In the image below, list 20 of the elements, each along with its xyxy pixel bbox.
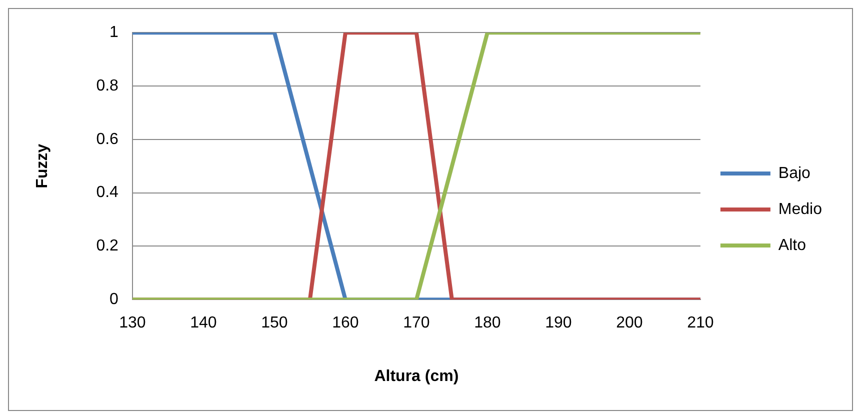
x-tick-label: 130 [119, 314, 146, 332]
x-tick-label: 200 [616, 314, 643, 332]
legend-label: Bajo [778, 164, 811, 182]
x-tick-label: 210 [687, 314, 714, 332]
x-tick-label: 150 [261, 314, 288, 332]
y-tick-label: 1 [110, 24, 119, 42]
y-tick-label: 0.8 [96, 77, 119, 94]
y-tick-label: 0.2 [96, 238, 119, 255]
x-tick-label: 160 [332, 314, 359, 332]
legend-label: Alto [778, 236, 806, 254]
legend-label: Medio [778, 200, 822, 218]
x-tick-label: 180 [474, 314, 501, 332]
x-axis-title: Altura (cm) [374, 368, 459, 385]
x-tick-label: 190 [545, 314, 572, 332]
x-tick-label: 140 [190, 314, 217, 332]
y-tick-label: 0 [110, 291, 119, 308]
x-tick-label: 170 [403, 314, 430, 332]
y-tick-label: 0.6 [96, 130, 119, 148]
y-axis-title: Fuzzy [34, 144, 52, 188]
y-tick-label: 0.4 [96, 184, 119, 202]
